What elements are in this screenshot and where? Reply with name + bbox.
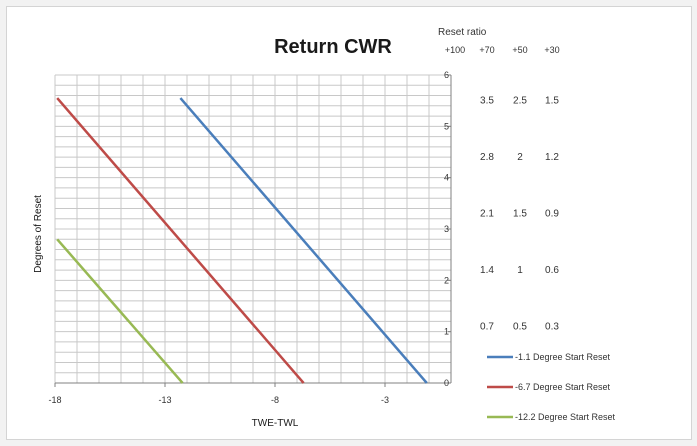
reset-ratio-cell: 2.1 [480,209,494,220]
legend-label: -6.7 Degree Start Reset [515,382,611,392]
reset-ratio-cell: 1 [517,265,523,276]
legend-label: -12.2 Degree Start Reset [515,412,616,422]
reset-ratio-cell: 0.3 [545,322,559,333]
reset-ratio-column-header: +30 [544,45,559,55]
x-tick-label: -13 [158,395,171,405]
x-axis-title: TWE-TWL [252,418,299,429]
reset-ratio-cell: 2.5 [513,96,527,107]
reset-ratio-cell: 1.5 [545,96,559,107]
y-tick-label: 0 [444,378,449,388]
reset-ratio-cell: 2 [517,152,523,163]
y-tick-label: 1 [444,327,449,337]
y-tick-label: 4 [444,173,449,183]
x-tick-label: -3 [381,395,389,405]
y-tick-label: 2 [444,275,449,285]
reset-ratio-heading: Reset ratio [438,27,487,38]
chart-container: Return CWR Degrees of Reset TWE-TWL Rese… [6,6,692,440]
reset-ratio-cell: 2.8 [480,152,494,163]
reset-ratio-cell: 1.5 [513,209,527,220]
y-tick-label: 6 [444,70,449,80]
series-line-1 [179,97,428,384]
chart-title: Return CWR [274,36,392,58]
x-tick-label: -8 [271,395,279,405]
y-tick-label: 3 [444,224,449,234]
series-line-2 [56,97,305,384]
x-tick-label: -18 [48,395,61,405]
reset-ratio-column-header: +50 [512,45,527,55]
series-line-3 [56,238,184,384]
legend-label: -1.1 Degree Start Reset [515,352,611,362]
reset-ratio-cell: 0.9 [545,209,559,220]
reset-ratio-column-header: +100 [445,45,465,55]
y-tick-label: 5 [444,121,449,131]
reset-ratio-column-header: +70 [479,45,494,55]
reset-ratio-cell: 0.6 [545,265,559,276]
line-chart: Return CWR Degrees of Reset TWE-TWL Rese… [33,27,616,429]
reset-ratio-cell: 0.5 [513,322,527,333]
reset-ratio-cell: 1.2 [545,152,559,163]
reset-ratio-cell: 3.5 [480,96,494,107]
y-axis-title: Degrees of Reset [33,195,44,273]
reset-ratio-cell: 1.4 [480,265,494,276]
reset-ratio-cell: 0.7 [480,322,494,333]
